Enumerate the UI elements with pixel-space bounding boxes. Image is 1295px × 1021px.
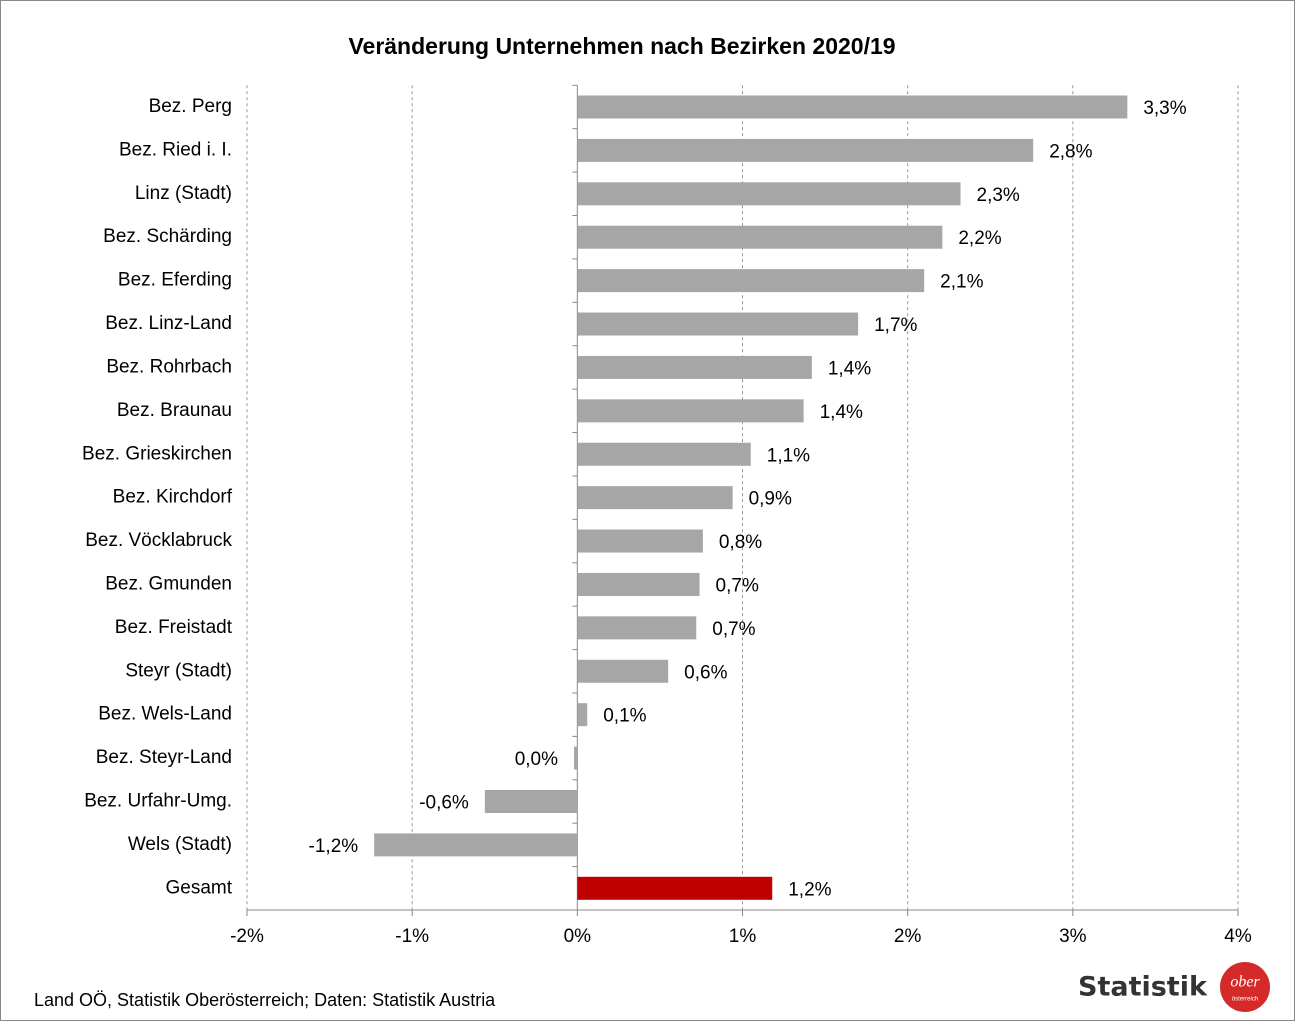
bar [577,703,588,727]
y-tick-label: Bez. Freistadt [115,617,233,638]
chart-title: Veränderung Unternehmen nach Bezirken 20… [348,33,895,59]
value-label: 0,6% [684,662,727,683]
value-label: 0,7% [716,575,759,596]
value-label: -1,2% [309,836,359,857]
x-tick-label: 2% [894,926,922,947]
bar [484,789,578,813]
y-tick-label: Bez. Wels-Land [98,704,232,725]
bar [577,269,925,293]
value-label: 1,7% [874,315,917,336]
y-tick-label: Bez. Vöcklabruck [85,530,232,551]
bar [577,442,751,466]
value-label: 1,4% [828,358,871,379]
logo-badge [1220,962,1270,1012]
value-label: 2,2% [958,228,1001,249]
value-label: 0,8% [719,532,762,553]
x-tick-label: -1% [395,926,429,947]
y-tick-label: Bez. Steyr-Land [96,747,232,768]
value-label: 1,1% [767,445,810,466]
y-tick-label: Bez. Urfahr-Umg. [84,791,232,812]
y-tick-label: Bez. Rohrbach [106,356,232,377]
value-label: 1,2% [788,879,831,900]
y-tick-label: Steyr (Stadt) [125,660,232,681]
y-tick-label: Bez. Eferding [118,270,232,291]
logo-text: Statistik [1078,972,1208,1003]
bar [577,876,773,900]
bar [577,95,1128,119]
value-label: 2,3% [977,185,1020,206]
value-label: 3,3% [1143,98,1186,119]
logo-badge-text: ober [1230,974,1260,991]
value-label: -0,6% [419,793,469,814]
bar [577,182,961,206]
x-tick-label: -2% [230,926,264,947]
value-label: 0,1% [603,706,646,727]
source-note: Land OÖ, Statistik Oberösterreich; Daten… [34,990,496,1010]
y-tick-label: Linz (Stadt) [135,183,232,204]
bar [577,138,1034,162]
y-tick-label: Bez. Ried i. I. [119,139,232,160]
value-label: 1,4% [820,402,863,423]
y-tick-label: Bez. Braunau [117,400,232,421]
bar [374,833,578,857]
bar [577,572,700,596]
bar [577,659,669,683]
bar [577,355,812,379]
y-tick-label: Gesamt [165,877,232,898]
x-tick-label: 0% [564,926,592,947]
y-tick-label: Bez. Schärding [103,226,232,247]
value-label: 2,1% [940,272,983,293]
x-tick-label: 3% [1059,926,1087,947]
bar [577,529,703,553]
value-label: 0,7% [712,619,755,640]
y-tick-label: Bez. Perg [149,96,232,117]
value-label: 0,9% [749,489,792,510]
value-label: 0,0% [515,749,558,770]
x-tick-label: 1% [729,926,757,947]
bar [577,399,804,423]
y-tick-label: Wels (Stadt) [128,834,232,855]
y-tick-label: Bez. Grieskirchen [82,443,232,464]
y-tick-label: Bez. Linz-Land [105,313,232,334]
y-tick-label: Bez. Kirchdorf [113,487,233,508]
value-label: 2,8% [1049,141,1092,162]
y-tick-label: Bez. Gmunden [105,573,232,594]
bar [574,746,578,770]
bar [577,616,697,640]
x-tick-label: 4% [1224,926,1252,947]
bar [577,312,859,336]
logo-badge-sub: österreich [1232,997,1258,1003]
bar [577,486,733,510]
bar [577,225,943,249]
